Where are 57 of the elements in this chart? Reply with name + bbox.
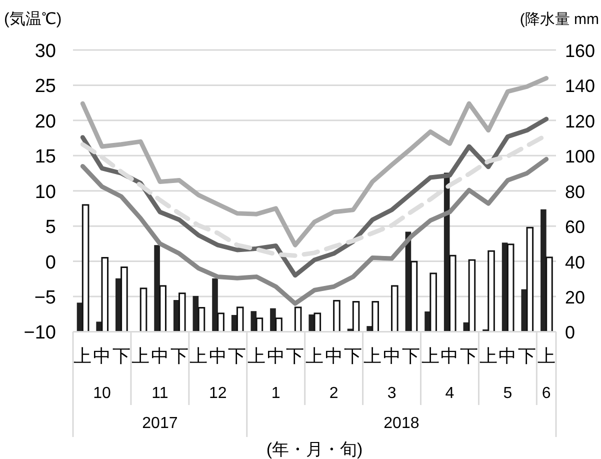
y2-tick-label: 0 [565, 322, 576, 343]
y-tick-label: 10 [34, 182, 56, 203]
y-axis-title: (気温℃) [4, 11, 62, 28]
x-tick-label: 中 [266, 346, 285, 366]
text: 4 [445, 385, 454, 402]
y2-tick-label: 20 [565, 287, 586, 308]
y2-tick-label: 80 [565, 182, 586, 202]
text: 2017 [142, 415, 178, 432]
y2-tick-label: 140 [565, 76, 596, 96]
x-tick-label: 下 [112, 346, 130, 366]
x-tick-label: 中 [440, 346, 459, 366]
x-tick-label: 上 [132, 346, 150, 366]
y-tick-label: −5 [34, 287, 56, 308]
x-tick-label: 下 [402, 346, 420, 366]
text: 11 [152, 385, 168, 402]
x-tick-label: 上 [421, 346, 440, 366]
x-tick-label: 下 [228, 346, 246, 366]
y-tick-label: −10 [24, 322, 56, 344]
x-tick-label: 下 [460, 346, 478, 366]
y-tick-label: 20 [34, 111, 56, 132]
x-tick-label: 中 [150, 346, 169, 366]
y2-tick-label: 120 [565, 111, 596, 132]
y-tick-label: 0 [45, 252, 56, 274]
x-tick-label: 上 [363, 346, 382, 366]
text: 6 [542, 385, 551, 402]
x-tick-label: 中 [498, 346, 517, 366]
x-tick-label: 上 [74, 346, 92, 366]
y2-tick-label: 40 [565, 252, 586, 272]
y2-tick-label: 160 [565, 41, 596, 61]
x-axis-title: (年・月・旬) [266, 440, 363, 459]
text: 2018 [384, 415, 420, 432]
x-tick-label: 下 [518, 346, 536, 366]
x-tick-label: 上 [248, 346, 266, 366]
y2-axis-title: (降水量 mm [520, 11, 599, 28]
x-tick-label: 中 [324, 346, 343, 366]
x-tick-label: 中 [208, 346, 227, 366]
y2-tick-label: 100 [565, 146, 596, 167]
x-tick-label: 中 [92, 346, 111, 366]
x-tick-label: 上 [306, 346, 324, 366]
text: 3 [387, 385, 396, 402]
x-tick-label: 上 [479, 346, 498, 366]
x-tick-label: 上 [190, 346, 208, 366]
text: 2 [329, 385, 338, 402]
y-tick-label: 25 [34, 76, 56, 98]
x-tick-label: 中 [382, 346, 401, 366]
x-tick-label: 下 [344, 346, 362, 366]
y-tick-label: 15 [34, 146, 56, 168]
y-tick-label: 30 [34, 41, 56, 62]
y2-tick-label: 60 [565, 217, 586, 238]
text: 1 [271, 385, 280, 402]
x-tick-label: 下 [170, 346, 188, 366]
y-tick-label: 5 [45, 217, 56, 238]
text: 5 [503, 385, 512, 402]
text: 12 [209, 385, 227, 402]
x-tick-label: 上 [537, 346, 556, 366]
text: 10 [93, 385, 111, 402]
x-tick-label: 下 [286, 346, 304, 366]
